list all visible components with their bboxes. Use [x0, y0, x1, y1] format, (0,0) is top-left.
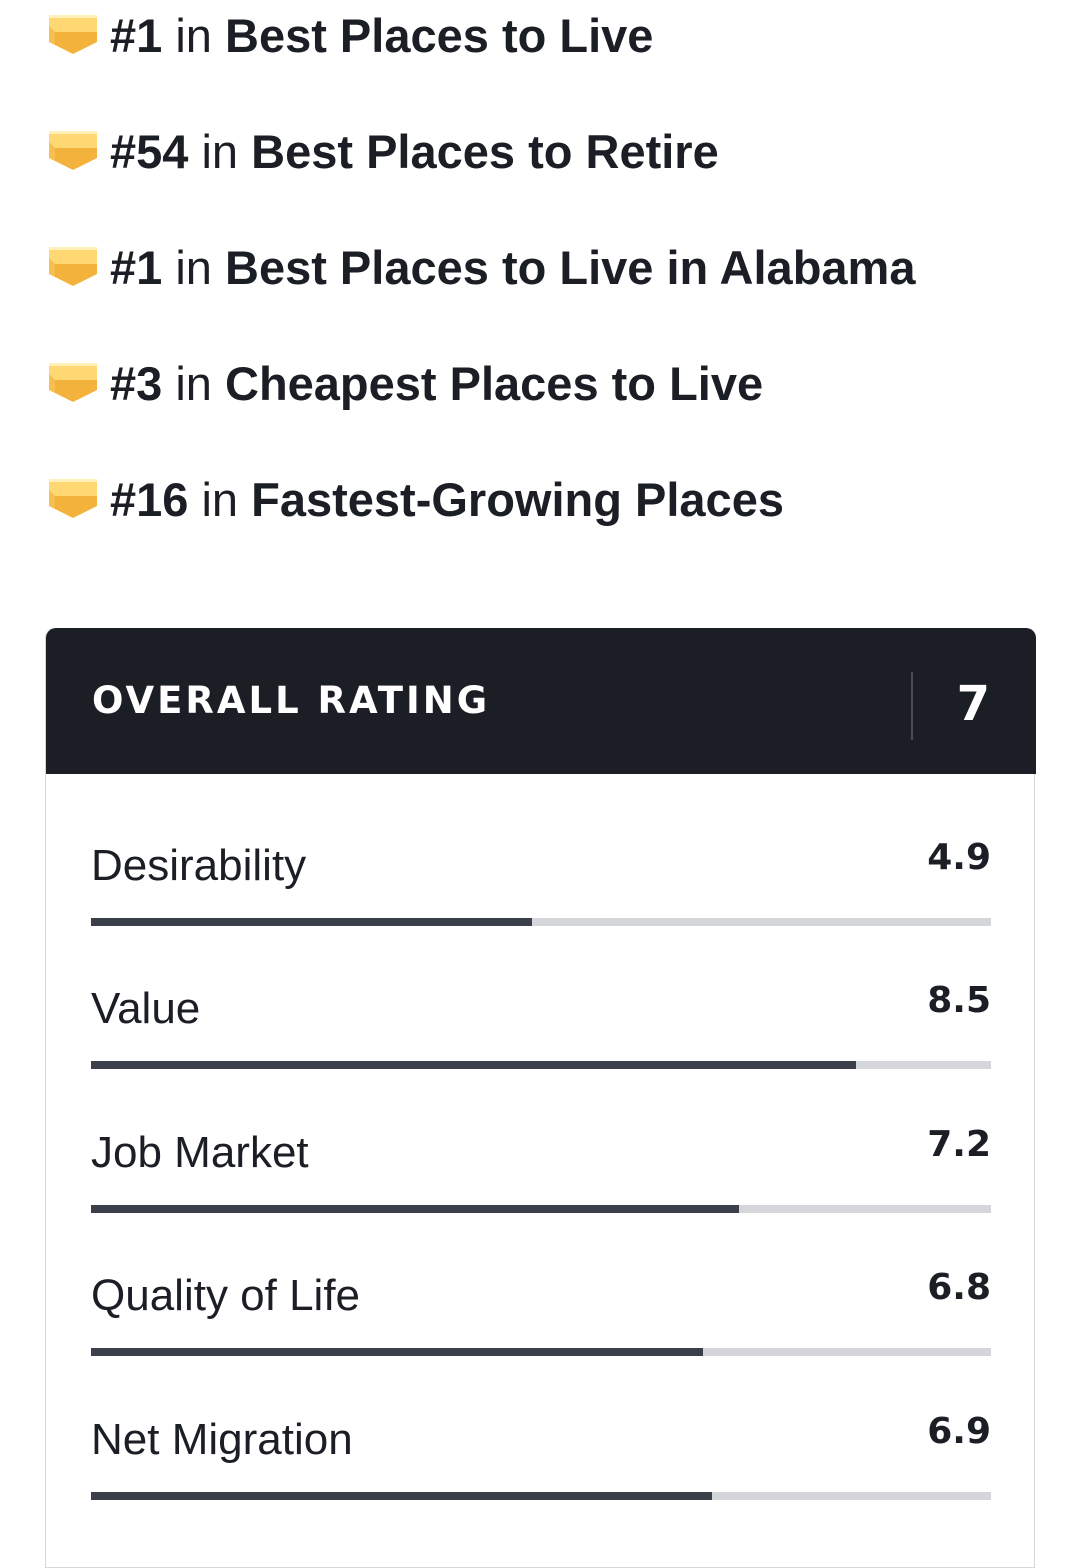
metric-label: Job Market — [91, 1128, 309, 1177]
rating-header: OVERALL RATING 7 — [46, 628, 1036, 774]
rating-card: OVERALL RATING 7 Desirability 4.9 Value … — [45, 628, 1036, 1568]
rank-list-name[interactable]: Fastest-Growing Places — [251, 473, 784, 526]
metric-value: 7.2 — [927, 1124, 991, 1165]
rank-connector: in — [201, 125, 239, 178]
metric-bar-fill — [91, 1348, 703, 1356]
metric-bar-fill — [91, 1061, 856, 1069]
metric-row-value: Value 8.5 — [91, 979, 991, 1089]
rank-connector: in — [175, 9, 212, 62]
ranking-item[interactable]: #54 in Best Places to Retire — [48, 122, 719, 182]
metric-bar-track — [91, 1348, 991, 1356]
metric-label: Desirability — [91, 841, 307, 890]
metric-bar-track — [91, 1205, 991, 1213]
metric-bar-fill — [91, 918, 532, 926]
metric-bar-track — [91, 1061, 991, 1069]
rank-list-name[interactable]: Cheapest Places to Live — [225, 357, 764, 410]
metric-label: Net Migration — [91, 1415, 353, 1464]
metric-value: 6.9 — [927, 1411, 991, 1452]
badge-icon — [48, 12, 98, 56]
badge-icon — [48, 128, 98, 172]
metric-row-quality-of-life: Quality of Life 6.8 — [91, 1266, 991, 1376]
metric-bar-fill — [91, 1492, 712, 1500]
rank-connector: in — [175, 357, 212, 410]
metric-label: Value — [91, 984, 201, 1033]
metric-bar-track — [91, 918, 991, 926]
rank-number: #16 — [110, 473, 189, 526]
metric-row-net-migration: Net Migration 6.9 — [91, 1410, 991, 1520]
rank-number: #54 — [110, 125, 189, 178]
overall-rating-title: OVERALL RATING — [92, 679, 491, 722]
badge-icon — [48, 244, 98, 288]
badge-icon — [48, 476, 98, 520]
ranking-item[interactable]: #1 in Best Places to Live in Alabama — [48, 238, 915, 298]
metric-bar-track — [91, 1492, 991, 1500]
rank-number: #1 — [110, 241, 163, 294]
rank-number: #1 — [110, 9, 163, 62]
rank-number: #3 — [110, 357, 163, 410]
metric-value: 6.8 — [927, 1267, 991, 1308]
metric-value: 4.9 — [927, 837, 991, 878]
ranking-item[interactable]: #3 in Cheapest Places to Live — [48, 354, 763, 414]
ranking-item[interactable]: #1 in Best Places to Live — [48, 6, 653, 66]
overall-rating-score: 7 — [956, 676, 990, 732]
rank-connector: in — [175, 241, 212, 294]
divider — [911, 672, 913, 740]
metric-row-desirability: Desirability 4.9 — [91, 836, 991, 946]
metric-label: Quality of Life — [91, 1271, 361, 1320]
metric-row-job-market: Job Market 7.2 — [91, 1123, 991, 1233]
rank-connector: in — [201, 473, 239, 526]
badge-icon — [48, 360, 98, 404]
rank-list-name[interactable]: Best Places to Live in Alabama — [225, 241, 916, 294]
metric-bar-fill — [91, 1205, 739, 1213]
rank-list-name[interactable]: Best Places to Retire — [251, 125, 719, 178]
ranking-item[interactable]: #16 in Fastest-Growing Places — [48, 470, 784, 530]
rank-list-name[interactable]: Best Places to Live — [225, 9, 654, 62]
metric-value: 8.5 — [927, 980, 991, 1021]
